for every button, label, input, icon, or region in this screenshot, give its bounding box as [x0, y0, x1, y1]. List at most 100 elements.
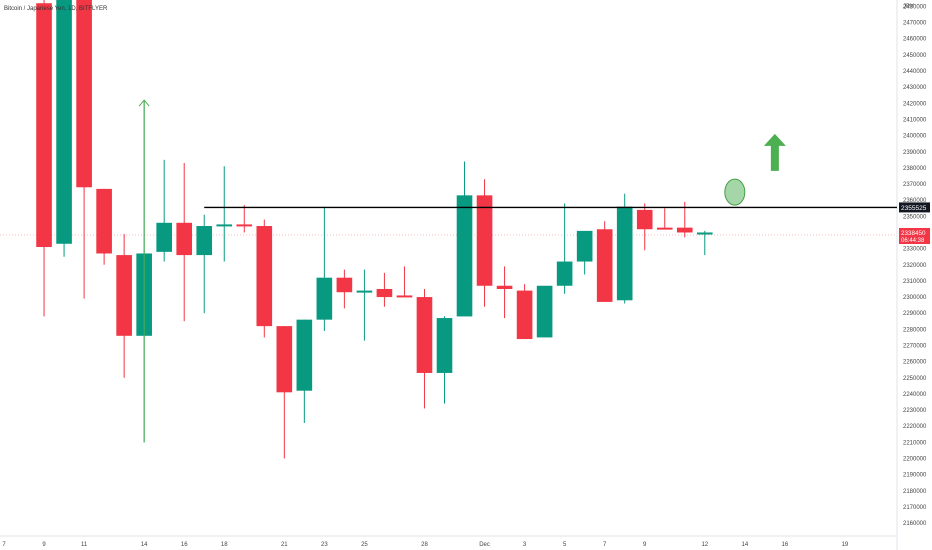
candle-33[interactable] — [696, 230, 713, 256]
candle-17[interactable] — [376, 272, 393, 307]
candle-23[interactable] — [496, 266, 513, 319]
candle-21[interactable] — [456, 161, 473, 317]
x-tick-label: 7 — [603, 542, 607, 548]
candle-body — [616, 206, 633, 301]
resistance-price-label: 2355525 — [899, 202, 930, 213]
x-tick-label: 9 — [643, 542, 647, 548]
candle-3[interactable] — [96, 188, 112, 265]
candle-body — [176, 222, 193, 256]
candle-10[interactable] — [236, 205, 253, 233]
candle-14[interactable] — [316, 206, 333, 331]
resistance-price-text: 2355525 — [901, 205, 927, 212]
candle-body — [336, 277, 353, 293]
candle-body — [696, 232, 713, 235]
candle-28[interactable] — [596, 221, 613, 302]
candle-body — [516, 290, 533, 340]
y-tick-label: 2410000 — [903, 117, 927, 123]
y-tick-label: 2320000 — [903, 263, 927, 269]
y-tick-label: 2180000 — [903, 489, 927, 495]
candle-4[interactable] — [116, 234, 132, 378]
candle-22[interactable] — [476, 179, 493, 307]
candle-12[interactable] — [276, 326, 293, 459]
candle-body — [656, 227, 673, 230]
x-tick-label: 12 — [701, 542, 708, 548]
y-tick-label: 2430000 — [903, 85, 927, 91]
x-tick-label: 28 — [421, 542, 428, 548]
y-tick-label: 2190000 — [903, 473, 927, 479]
candle-30[interactable] — [636, 203, 653, 251]
y-tick-label: 2280000 — [903, 327, 927, 333]
candle-29[interactable] — [616, 193, 633, 304]
candle-24[interactable] — [516, 284, 533, 340]
candle-body — [476, 195, 493, 286]
x-tick-label: 3 — [523, 542, 527, 548]
long-up-arrow[interactable] — [138, 99, 150, 443]
candle-18[interactable] — [396, 266, 413, 298]
x-tick-label: 16 — [181, 542, 188, 548]
y-tick-label: 2220000 — [903, 424, 927, 430]
y-tick-label: 2380000 — [903, 166, 927, 172]
candle-20[interactable] — [436, 316, 453, 404]
candle-body — [396, 295, 413, 298]
candle-body — [416, 297, 433, 373]
x-tick-label: 14 — [741, 542, 748, 548]
candle-body — [96, 188, 112, 254]
candle-body — [676, 227, 693, 233]
candle-1[interactable] — [56, 0, 72, 257]
y-tick-label: 2260000 — [903, 360, 927, 366]
y-tick-label: 2480000 — [903, 4, 927, 10]
candle-body — [576, 230, 593, 262]
candle-body — [56, 0, 72, 244]
y-tick-label: 2240000 — [903, 392, 927, 398]
countdown-text: 06:44:38 — [901, 238, 925, 244]
candle-15[interactable] — [336, 269, 353, 309]
candle-11[interactable] — [256, 219, 273, 338]
candle-13[interactable] — [296, 319, 313, 423]
y-tick-label: 2420000 — [903, 101, 927, 107]
candle-7[interactable] — [176, 163, 193, 322]
candle-body — [156, 222, 172, 252]
candle-25[interactable] — [536, 285, 553, 338]
candle-27[interactable] — [576, 230, 593, 275]
y-tick-label: 2230000 — [903, 408, 927, 414]
x-tick-label: 19 — [842, 542, 849, 548]
candle-body — [356, 290, 373, 293]
y-tick-label: 2160000 — [903, 521, 927, 527]
candle-body — [116, 255, 132, 336]
y-tick-label: 2460000 — [903, 37, 927, 43]
y-tick-label: 2170000 — [903, 505, 927, 511]
candle-body — [376, 288, 393, 298]
candle-26[interactable] — [556, 203, 573, 294]
candle-body — [536, 285, 553, 338]
candle-body — [276, 326, 293, 393]
candle-body — [436, 318, 453, 373]
y-tick-label: 2250000 — [903, 376, 927, 382]
x-tick-label: 16 — [782, 542, 789, 548]
candle-19[interactable] — [416, 288, 433, 409]
x-tick-label: 25 — [361, 542, 368, 548]
y-tick-label: 2310000 — [903, 279, 927, 285]
y-tick-label: 2350000 — [903, 214, 927, 220]
x-tick-label: 7 — [2, 542, 6, 548]
candle-9[interactable] — [216, 166, 233, 262]
bullish-arrow-icon[interactable] — [763, 133, 786, 171]
target-circle[interactable] — [724, 178, 746, 206]
candle-16[interactable] — [356, 269, 373, 341]
candle-body — [296, 319, 313, 391]
y-tick-label: 2440000 — [903, 69, 927, 75]
candle-0[interactable] — [36, 0, 52, 317]
chart-title: Bitcoin / Japanese Yen, 1D, BITFLYER — [4, 6, 108, 12]
y-tick-label: 2390000 — [903, 150, 927, 156]
y-tick-label: 2290000 — [903, 311, 927, 317]
y-tick-label: 2210000 — [903, 440, 927, 446]
x-tick-label: 21 — [281, 542, 288, 548]
candle-31[interactable] — [656, 208, 673, 230]
candle-body — [456, 195, 473, 317]
y-tick-label: 2300000 — [903, 295, 927, 301]
y-tick-label: 2200000 — [903, 457, 927, 463]
x-tick-label: 14 — [141, 542, 148, 548]
candle-8[interactable] — [196, 214, 213, 314]
candle-2[interactable] — [76, 0, 92, 299]
candle-6[interactable] — [156, 159, 172, 262]
